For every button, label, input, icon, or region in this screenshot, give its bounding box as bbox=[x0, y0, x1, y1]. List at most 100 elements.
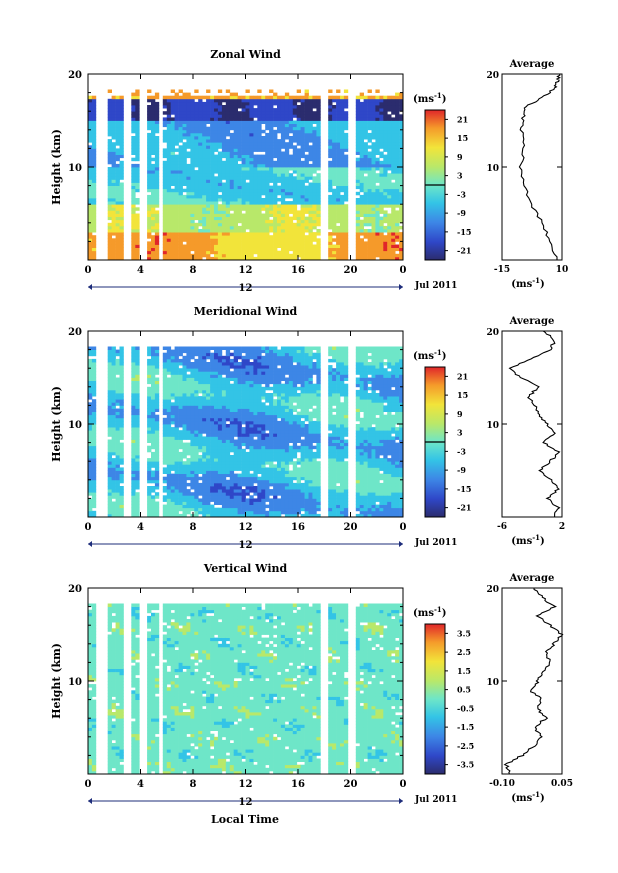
heatmap-cell bbox=[88, 139, 93, 143]
heatmap-cell bbox=[391, 253, 396, 258]
heatmap-cell bbox=[174, 160, 179, 165]
heatmap-cell bbox=[206, 365, 211, 369]
heatmap-cell bbox=[107, 123, 112, 128]
heatmap-cell bbox=[273, 139, 278, 143]
heatmap-cell bbox=[340, 216, 345, 221]
heatmap-cell bbox=[182, 173, 187, 177]
heatmap-cell bbox=[269, 185, 274, 190]
heatmap-cell bbox=[332, 250, 337, 255]
heatmap-cell bbox=[277, 160, 282, 165]
heatmap-cell bbox=[383, 126, 388, 131]
heatmap-cell bbox=[107, 408, 112, 412]
heatmap-cell bbox=[202, 238, 207, 242]
heatmap-cell bbox=[88, 436, 93, 440]
heatmap-cell bbox=[225, 108, 231, 112]
heatmap-cell bbox=[210, 182, 215, 186]
heatmap-cell bbox=[107, 222, 112, 227]
heatmap-cell bbox=[225, 185, 231, 190]
heatmap-cell bbox=[300, 123, 305, 128]
heatmap-cell bbox=[399, 232, 404, 236]
heatmap-cell bbox=[119, 167, 124, 171]
heatmap-cell bbox=[202, 123, 207, 128]
heatmap-cell bbox=[241, 219, 246, 224]
heatmap-cell bbox=[107, 393, 112, 397]
heatmap-cell bbox=[111, 151, 116, 155]
heatmap-cell bbox=[312, 235, 317, 239]
heatmap-cell bbox=[178, 194, 183, 199]
heatmap-cell bbox=[147, 371, 152, 375]
heatmap-cell bbox=[131, 458, 136, 462]
heatmap-cell bbox=[91, 430, 97, 434]
heatmap-cell bbox=[277, 148, 282, 152]
heatmap-cell bbox=[265, 163, 270, 168]
heatmap-cell bbox=[198, 411, 203, 416]
heatmap-cell bbox=[162, 448, 168, 453]
heatmap-cell bbox=[198, 253, 203, 258]
heatmap-cell bbox=[198, 129, 203, 134]
heatmap-cell bbox=[217, 142, 223, 146]
heatmap-cell bbox=[162, 210, 168, 214]
heatmap-cell bbox=[355, 132, 361, 137]
heatmap-cell bbox=[308, 210, 313, 214]
heatmap-cell bbox=[277, 253, 282, 258]
heatmap-cell bbox=[221, 216, 227, 221]
heatmap-cell bbox=[131, 250, 136, 255]
heatmap-cell bbox=[202, 108, 207, 112]
heatmap-cell bbox=[359, 105, 364, 109]
heatmap-cell bbox=[194, 445, 199, 450]
heatmap-cell bbox=[170, 225, 175, 230]
heatmap-cell bbox=[387, 167, 392, 171]
heatmap-cell bbox=[166, 132, 172, 137]
heatmap-cell bbox=[340, 182, 345, 186]
heatmap-cell bbox=[332, 126, 337, 131]
heatmap-cell bbox=[308, 241, 313, 245]
heatmap-cell bbox=[119, 207, 124, 211]
heatmap-cell bbox=[399, 120, 404, 124]
heatmap-cell bbox=[91, 470, 97, 474]
heatmap-cell bbox=[91, 95, 97, 100]
heatmap-cell bbox=[359, 139, 364, 143]
heatmap-cell bbox=[253, 129, 258, 134]
heatmap-cell bbox=[332, 95, 337, 100]
heatmap-cell bbox=[206, 470, 211, 474]
heatmap-cell bbox=[265, 126, 270, 131]
heatmap-cell bbox=[269, 114, 274, 118]
heatmap-cell bbox=[308, 256, 313, 261]
heatmap-cell bbox=[198, 95, 203, 100]
heatmap-cell bbox=[379, 142, 384, 146]
heatmap-cell bbox=[210, 194, 215, 199]
heatmap-cell bbox=[162, 170, 168, 174]
heatmap-cell bbox=[355, 232, 361, 236]
heatmap-cell bbox=[292, 204, 298, 208]
heatmap-cell bbox=[375, 132, 380, 137]
heatmap-cell bbox=[151, 476, 156, 481]
heatmap-cell bbox=[233, 222, 238, 227]
heatmap-cell bbox=[336, 185, 341, 190]
heatmap-cell bbox=[316, 105, 321, 109]
heatmap-cell bbox=[300, 235, 305, 239]
heatmap-cell bbox=[225, 170, 231, 174]
heatmap-cell bbox=[359, 244, 364, 248]
heatmap-cell bbox=[328, 105, 333, 109]
heatmap-cell bbox=[395, 148, 400, 152]
heatmap-cell bbox=[210, 154, 215, 159]
heatmap-cell bbox=[131, 235, 136, 239]
heatmap-cell bbox=[119, 377, 124, 381]
heatmap-cell bbox=[253, 247, 258, 252]
heatmap-cell bbox=[186, 216, 191, 221]
heatmap-cell bbox=[170, 241, 175, 245]
heatmap-cell bbox=[225, 386, 231, 391]
heatmap-cell bbox=[304, 207, 309, 211]
heatmap-cell bbox=[162, 191, 168, 196]
heatmap-cell bbox=[170, 371, 175, 375]
heatmap-cell bbox=[225, 467, 231, 471]
heatmap-cell bbox=[233, 225, 238, 230]
heatmap-cell bbox=[304, 188, 309, 193]
heatmap-cell bbox=[332, 213, 337, 217]
heatmap-cell bbox=[166, 427, 172, 431]
heatmap-cell bbox=[399, 160, 404, 165]
heatmap-cell bbox=[135, 513, 140, 518]
heatmap-cell bbox=[300, 185, 305, 190]
heatmap-cell bbox=[154, 492, 160, 496]
heatmap-cell bbox=[391, 139, 396, 143]
